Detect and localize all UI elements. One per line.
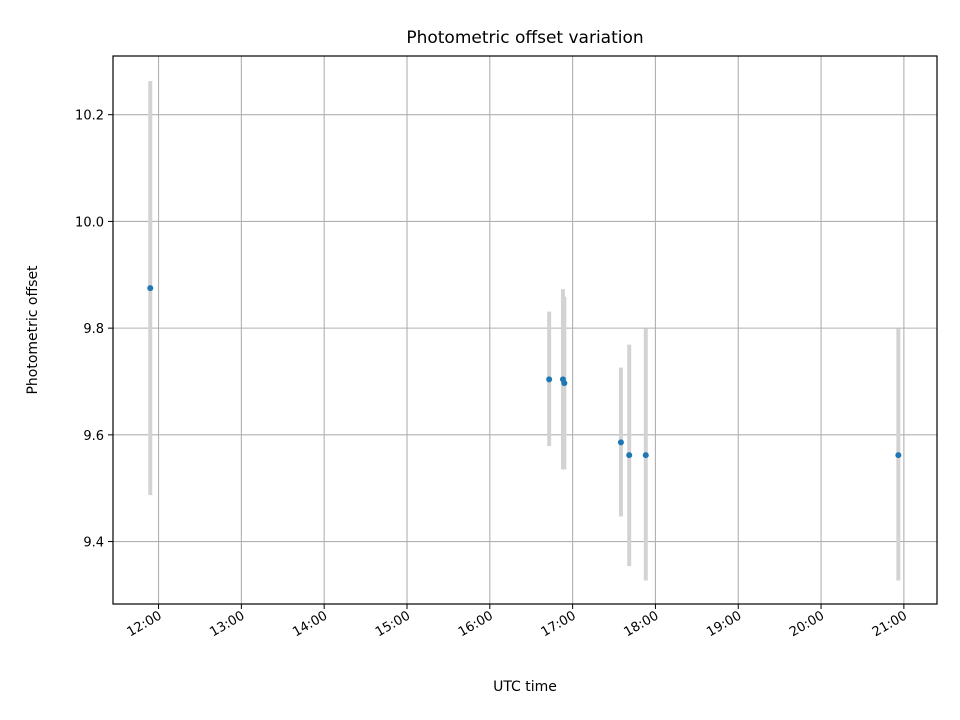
- data-point: [626, 452, 633, 459]
- data-points: [147, 285, 902, 459]
- data-point: [617, 439, 624, 446]
- data-point: [546, 376, 553, 383]
- data-point: [561, 380, 568, 387]
- x-axis-title: UTC time: [493, 679, 557, 695]
- y-axis-title: Photometric offset: [25, 265, 41, 395]
- data-point: [642, 452, 649, 459]
- chart-title: Photometric offset variation: [406, 28, 643, 48]
- y-tick-label: 9.8: [83, 322, 104, 337]
- data-point: [895, 452, 902, 459]
- y-tick-label: 9.6: [83, 429, 104, 444]
- y-tick-label: 10.0: [75, 215, 104, 230]
- y-tick-label: 9.4: [83, 536, 104, 551]
- y-axis-ticks: 9.4 9.6 9.8 10.0 10.2: [75, 109, 113, 551]
- plot-area-frame: [112, 55, 938, 605]
- grid: [113, 56, 937, 604]
- y-tick-label: 10.2: [75, 109, 104, 124]
- data-point: [147, 285, 154, 292]
